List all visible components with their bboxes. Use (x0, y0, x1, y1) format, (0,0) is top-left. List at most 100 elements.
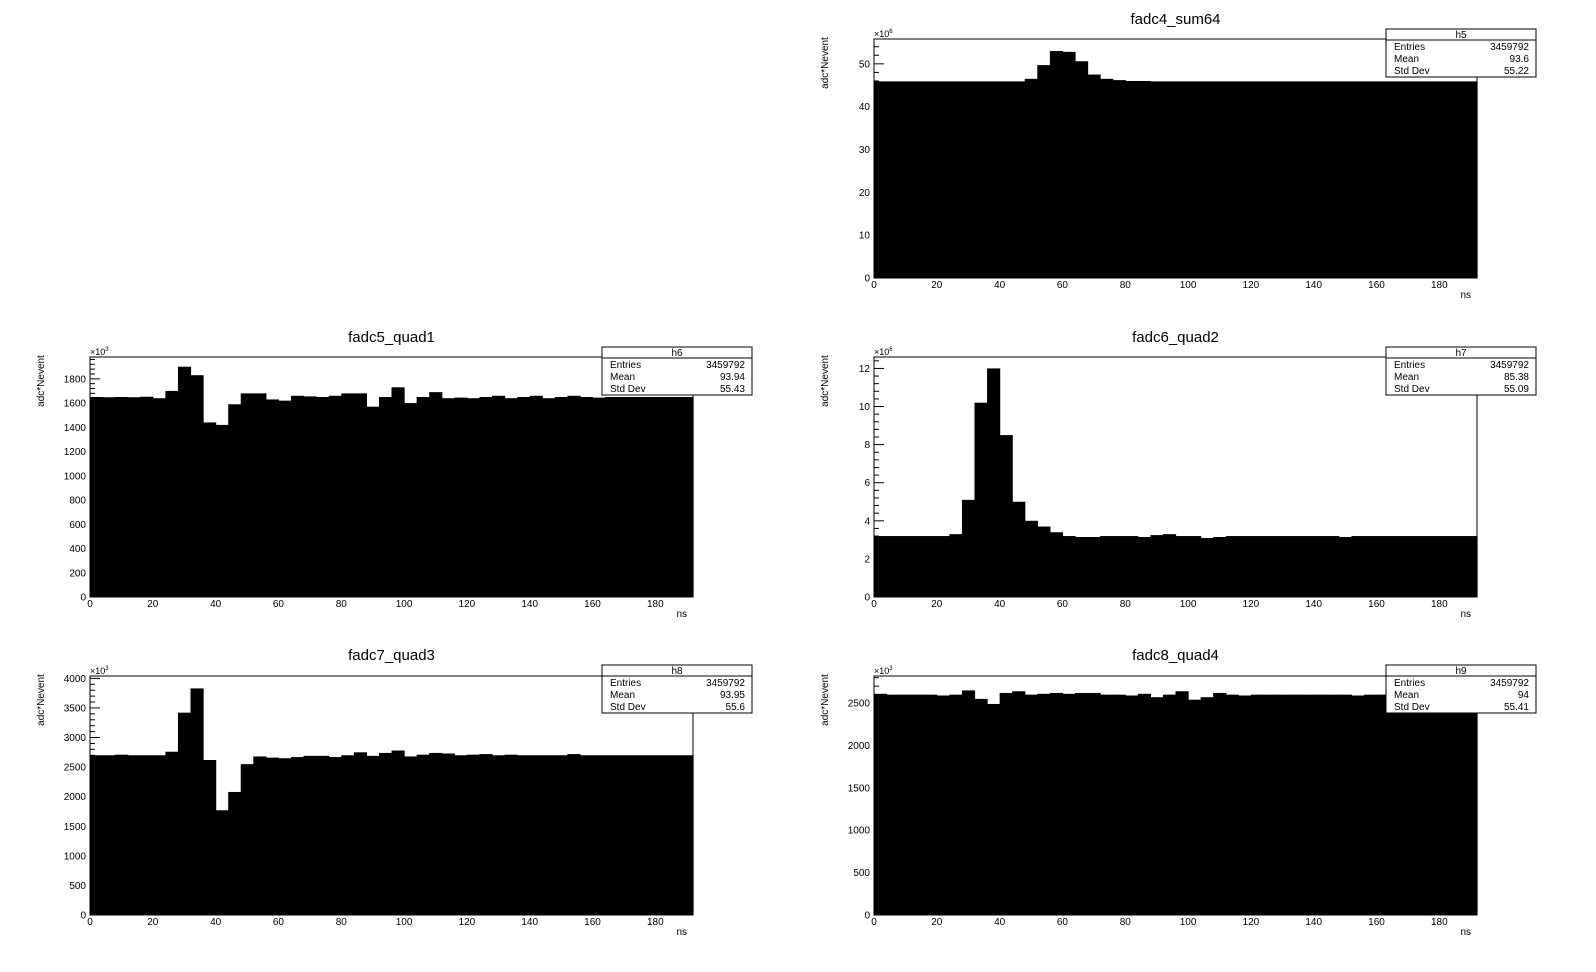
histogram-bar (1024, 78, 1038, 278)
histogram-bar (1451, 81, 1466, 279)
y-tick-label: 0 (864, 911, 870, 922)
histogram-bar (228, 791, 242, 915)
histogram-bar (1049, 532, 1064, 597)
x-tick-label: 140 (1305, 917, 1322, 928)
y-tick-label: 3500 (64, 703, 87, 714)
histogram-bar (1175, 691, 1189, 915)
stats-box-frame (601, 664, 753, 714)
histogram-bar (466, 754, 481, 915)
histogram-bar (1376, 694, 1390, 915)
histogram-bar (454, 397, 468, 597)
histogram-bar (1100, 78, 1114, 278)
x-tick-label: 100 (396, 599, 413, 610)
x-tick-label: 100 (1180, 280, 1197, 291)
x-tick-label: 100 (1180, 917, 1197, 928)
histogram-bar (1037, 65, 1051, 278)
stats-row-label: Std Dev (1394, 384, 1430, 395)
histogram-bar (1075, 692, 1089, 915)
y-tick-label: 8 (864, 440, 870, 451)
stats-box-frame (601, 346, 753, 396)
histogram-panel-h9: fadc8_quad4 0 20 40 60 80 100 120 140 160 180 ns 0 50… (820, 647, 1537, 938)
histogram-bar (936, 536, 950, 597)
x-tick-label: 60 (1057, 599, 1069, 610)
histogram-bar (1464, 81, 1478, 279)
histogram-bar (680, 755, 694, 915)
histogram-bar (303, 755, 317, 915)
histogram-bar (177, 366, 192, 597)
histogram-bar (152, 398, 166, 597)
histogram-bar (203, 422, 217, 597)
histogram-title: fadc6_quad2 (1132, 329, 1219, 346)
x-tick-label: 180 (1431, 917, 1448, 928)
histogram-bar (949, 81, 963, 279)
stats-row-value: 3459792 (706, 678, 745, 689)
histogram-bars (90, 366, 694, 597)
histogram-bar (253, 393, 267, 597)
histogram-bar (1012, 691, 1026, 915)
histogram-bar (1426, 536, 1440, 597)
histogram-bar (1363, 536, 1378, 597)
histogram-bar (1263, 536, 1277, 597)
x-tick-label: 80 (336, 917, 348, 928)
histogram-bar (1162, 534, 1177, 597)
histogram-bar (1125, 536, 1139, 597)
histogram-bar (554, 397, 568, 597)
histogram-bar (680, 397, 694, 597)
histogram-bar (1401, 81, 1415, 279)
histogram-bar (441, 753, 455, 915)
histogram-bar (1075, 537, 1089, 597)
histogram-bar (1062, 536, 1076, 597)
histogram-bar (592, 755, 606, 915)
histogram-bar (655, 755, 669, 915)
y-tick-label: 500 (853, 868, 870, 879)
x-axis: 0 20 40 60 80 100 120 140 160 180 ns (87, 589, 694, 620)
histogram-bar (655, 397, 669, 597)
histogram-bar (1238, 81, 1252, 279)
histogram-bar (404, 756, 418, 915)
histogram-bar (1125, 695, 1139, 915)
x-tick-label: 160 (584, 917, 601, 928)
histogram-bar (642, 397, 656, 597)
stats-row-label: Mean (1394, 690, 1419, 701)
y-tick-label: 2000 (848, 741, 871, 752)
histogram-bar (1112, 80, 1126, 279)
histogram-bar (605, 397, 619, 597)
histogram-bar (1301, 536, 1315, 597)
histogram-bar (441, 398, 455, 597)
histogram-bar (1426, 81, 1440, 279)
histogram-bar (353, 393, 367, 597)
x-tick-label: 60 (1057, 280, 1069, 291)
y-tick-label: 10 (859, 402, 871, 413)
stats-row-value: 3459792 (1490, 42, 1529, 53)
histogram-bar (1313, 81, 1327, 279)
histogram-bar (1250, 536, 1265, 597)
histogram-bar (1389, 81, 1403, 279)
histogram-bar (1150, 535, 1164, 597)
histogram-bar (1276, 694, 1290, 915)
histogram-bar (341, 755, 355, 915)
histogram-bar (1087, 537, 1101, 597)
x-tick-label: 20 (931, 599, 943, 610)
stats-box: h8 Entries 3459792 Mean 93.95 Std Dev 55.6 (601, 664, 753, 714)
histogram-bars (874, 690, 1478, 915)
y-tick-label: 1200 (64, 447, 87, 458)
y-tick-label: 500 (69, 881, 86, 892)
histogram-bar (886, 81, 900, 279)
histogram-bar (404, 403, 418, 597)
histogram-bar (554, 755, 568, 915)
histogram-bar (1351, 695, 1365, 915)
y-tick-label: 4000 (64, 674, 87, 685)
x-tick-label: 120 (459, 599, 476, 610)
x-tick-label: 0 (87, 599, 93, 610)
histogram-bar (874, 693, 888, 915)
histogram-bar (1389, 694, 1403, 915)
histogram-bar (1276, 81, 1290, 279)
histogram-bar (366, 406, 380, 597)
histogram-bar (240, 393, 254, 597)
histogram-bar (1037, 693, 1051, 915)
histogram-bar (1087, 74, 1101, 278)
histogram-bar (1338, 537, 1352, 597)
histogram-bar (1376, 81, 1390, 279)
